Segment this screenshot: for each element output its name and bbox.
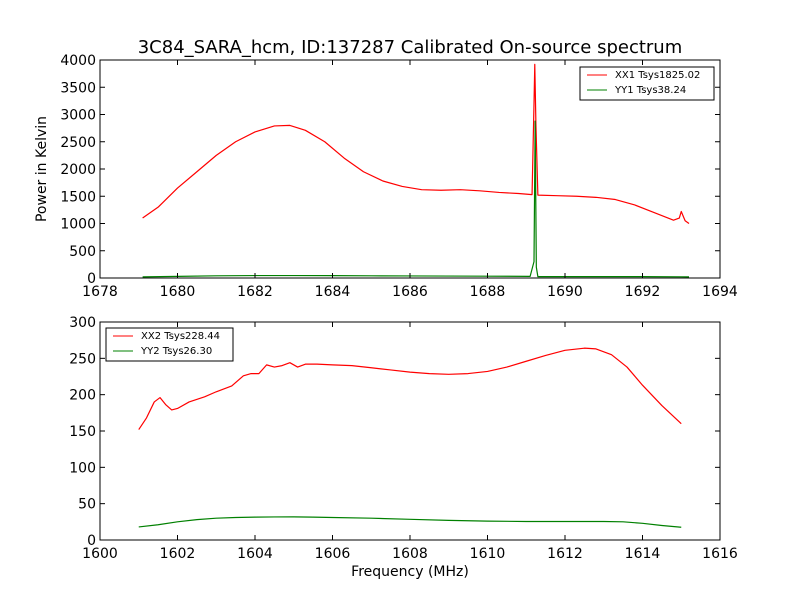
y-tick-label: 500: [69, 244, 96, 260]
y-tick-label: 0: [87, 533, 96, 549]
legend-label-xx1: XX1 Tsys1825.02: [615, 70, 700, 81]
y-tick-label: 0: [87, 271, 96, 287]
x-tick-label: 1692: [625, 284, 661, 300]
y-tick-label: 100: [69, 460, 96, 476]
legend-box: [105, 327, 234, 362]
y-tick-label: 2500: [60, 135, 96, 151]
y-tick-label: 3000: [60, 108, 96, 124]
plot-series-group: [142, 63, 690, 278]
x-tick-label: 1694: [702, 284, 738, 300]
legend: XX1 Tsys1825.02 YY1 Tsys38.24: [579, 66, 715, 101]
x-tick-label: 1610: [470, 546, 506, 562]
x-tick-label: 1678: [82, 284, 118, 300]
y-tick-label: 150: [69, 424, 96, 440]
legend-label-yy1: YY1 Tsys38.24: [614, 85, 686, 96]
x-tick-label: 1606: [315, 546, 351, 562]
legend-label-xx2: XX2 Tsys228.44: [141, 331, 220, 342]
legend-box: [579, 66, 715, 101]
x-tick-label: 1688: [470, 284, 506, 300]
bottom-spectrum-chart: Frequency (MHz) 1600 1602 1604 1606 1608 1610…: [69, 315, 738, 580]
legend-label-yy2: YY2 Tsys26.30: [140, 346, 212, 357]
plot-frame: [99, 59, 721, 279]
plot-frame: [99, 321, 721, 541]
axis-ticks-group: 1600 1602 1604 1606 1608 1610 1612 1614 1616 0 50 1…: [69, 315, 738, 562]
y-tick-label: 1000: [60, 217, 96, 233]
plot-series-group: [138, 347, 682, 528]
x-tick-label: 1684: [315, 284, 351, 300]
x-tick-label: 1690: [547, 284, 583, 300]
series-line-yy2: [138, 516, 682, 528]
series-line-xx2: [138, 347, 682, 430]
series-line-yy1: [142, 120, 690, 278]
legend: XX2 Tsys228.44 YY2 Tsys26.30: [105, 327, 234, 362]
x-tick-label: 1616: [702, 546, 738, 562]
x-tick-label: 1604: [237, 546, 273, 562]
x-tick-label: 1612: [547, 546, 583, 562]
y-tick-label: 250: [69, 351, 96, 367]
y-tick-label: 50: [78, 497, 96, 513]
y-tick-label: 3500: [60, 80, 96, 96]
y-tick-label: 1500: [60, 189, 96, 205]
axis-ticks-group: 1678 1680 1682 1684 1686 1688 1690 1692 1694 0 500…: [60, 53, 738, 300]
x-tick-label: 1680: [160, 284, 196, 300]
y-tick-label: 4000: [60, 53, 96, 69]
series-line-xx1: [142, 63, 690, 224]
x-axis-label: Frequency (MHz): [351, 564, 469, 580]
x-tick-label: 1614: [625, 546, 661, 562]
y-tick-label: 2000: [60, 162, 96, 178]
y-tick-label: 300: [69, 315, 96, 331]
x-tick-label: 1602: [160, 546, 196, 562]
x-tick-label: 1686: [392, 284, 428, 300]
top-spectrum-chart: 3C84_SARA_hcm, ID:137287 Calibrated On-s…: [34, 37, 738, 300]
x-tick-label: 1600: [82, 546, 118, 562]
x-tick-label: 1608: [392, 546, 428, 562]
y-axis-label: Power in Kelvin: [34, 116, 50, 222]
y-tick-label: 200: [69, 388, 96, 404]
chart-title: 3C84_SARA_hcm, ID:137287 Calibrated On-s…: [138, 37, 683, 58]
x-tick-label: 1682: [237, 284, 273, 300]
